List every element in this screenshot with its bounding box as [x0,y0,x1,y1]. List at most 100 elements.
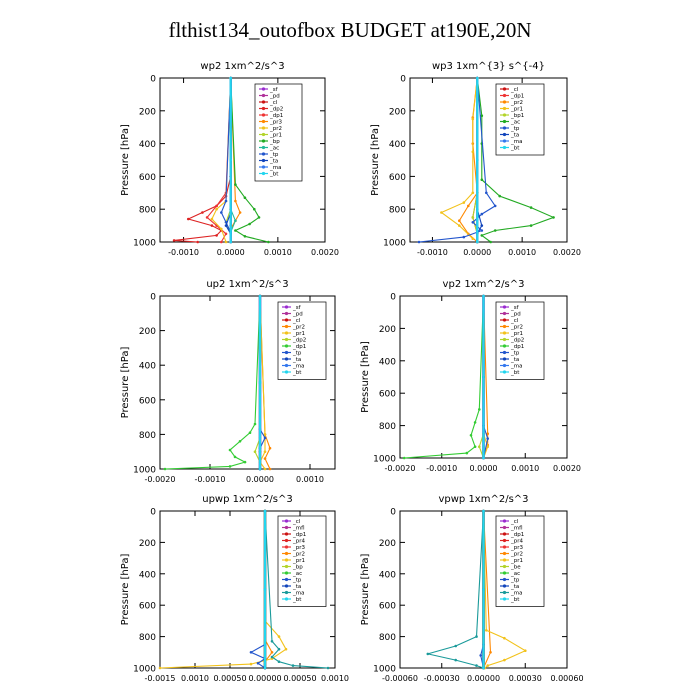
legend-marker [502,532,507,536]
series-point-pr1 [158,666,162,670]
chart-title: upwp 1xm^2/s^3 [202,494,292,505]
chart-title: wp3 1xm^{3} s^{-4} [432,61,545,72]
series-point-pr2 [467,204,470,208]
y-tick-label: 200 [389,107,406,117]
y-tick-label: 800 [379,422,396,432]
legend-label: _ma [510,364,522,370]
series-point-ac [480,234,484,237]
y-tick-label: 800 [139,633,156,643]
legend-label: _dp1 [510,94,524,100]
legend-label: _cl [292,318,301,324]
series-point-bt [482,294,485,298]
series-point-pr1 [263,450,267,454]
series-point-dp1 [238,440,242,443]
series-point-tp [249,651,253,654]
y-tick-label: 600 [379,602,396,612]
series-point-dp2 [215,234,218,237]
legend-label: _dp2 [510,338,524,344]
x-tick-label: 0.00000 [248,674,281,683]
legend-marker [284,350,289,355]
y-tick-label: 600 [379,390,396,400]
legend-marker [502,525,507,530]
legend-marker [284,551,289,556]
legend-marker [284,357,289,361]
y-tick-label: 1000 [373,455,396,465]
legend-label: _pr2 [510,100,523,106]
legend-marker [284,558,289,562]
plot-frame [159,510,336,669]
series-point-bt [229,76,232,80]
series-point-pr2 [263,457,267,460]
legend-marker [502,145,507,150]
x-tick-label: 0.0000 [470,464,498,473]
y-tick-label: 400 [139,362,156,372]
series-point-dp2 [478,445,481,449]
series-point-ma [454,644,458,648]
x-tick-label: 0.00000 [467,674,500,683]
series-point-dp1 [248,431,252,435]
series-point-tp [480,212,484,216]
chart-panel-3: up2 1xm^2/s^3 Pressure [hPa] 0 200 400 600 800… [120,279,336,484]
y-tick-label: 800 [379,633,396,643]
legend-marker [502,318,507,322]
series-point-ma [475,635,478,638]
series-point-dp1 [473,421,477,424]
legend-label: _bt [269,172,279,178]
legend: _sf_pd_cl_dp2_dp1_pr3_pr2_pr1_bp_ac_tp_t… [254,83,303,182]
series-point-pr1 [458,224,461,227]
y-tick-label: 400 [379,357,396,367]
series-line-dp2 [174,78,232,243]
chart-title: up2 1xm^2/s^3 [206,279,288,290]
legend-marker [284,571,289,575]
series-point-ma [277,647,281,651]
legend-marker [502,577,507,582]
series-point-tp [486,437,490,440]
series-point-ma [454,658,458,662]
y-tick-label: 200 [139,327,156,337]
series-point-tp [263,436,267,440]
legend-label: _pr2 [269,126,282,132]
series-point-pr1 [277,635,281,638]
series-point-pr3 [234,199,237,203]
y-tick-label: 0 [400,75,406,85]
series-point-pr1 [486,664,490,667]
legend-marker [261,100,266,104]
series-line-tp [249,511,267,669]
legend-box [254,83,303,182]
series-point-dp2 [210,224,214,227]
series-point-pr3 [238,211,242,214]
series-point-pr2 [215,207,218,211]
legend-label: _tp [510,126,520,132]
series-point-bp [243,235,247,238]
legend-marker [502,113,507,117]
legend-marker [284,337,289,342]
x-tick-label: -0.0010 [417,248,448,257]
legend-label: _pr2 [292,325,305,331]
legend-label: _tp [510,351,520,357]
legend-label: _ma [510,591,522,597]
series-point-bp [234,183,237,186]
chart-panel-5: upwp 1xm^2/s^3 Pressure [hPa] 0 200 400 600 80… [120,494,349,683]
y-tick-label: 600 [139,396,156,406]
legend-label: _ta [510,133,519,139]
legend-label: _dp2 [292,338,306,344]
legend-label: _tp [292,578,302,584]
series-point-ma [270,655,274,659]
legend-label: _pr1 [269,133,282,139]
y-axis-label: Pressure [hPa] [360,554,371,626]
series-point-dp1 [469,434,473,437]
series-point-dp1 [228,465,232,468]
x-tick-label: 0.00060 [550,674,583,683]
legend-marker [261,158,266,163]
y-tick-label: 200 [379,539,396,549]
y-tick-label: 400 [389,140,406,150]
legend-marker [284,318,289,322]
series-point-ac [529,206,533,209]
series-point-ma [291,664,295,667]
series-point-bt [258,294,262,298]
legend-label: _pr3 [269,120,283,126]
x-tick-label: -0.00060 [382,674,418,683]
series-point-pr2 [458,219,461,222]
series-point-bt [482,509,485,513]
x-tick-label: 0.0000 [246,475,274,484]
